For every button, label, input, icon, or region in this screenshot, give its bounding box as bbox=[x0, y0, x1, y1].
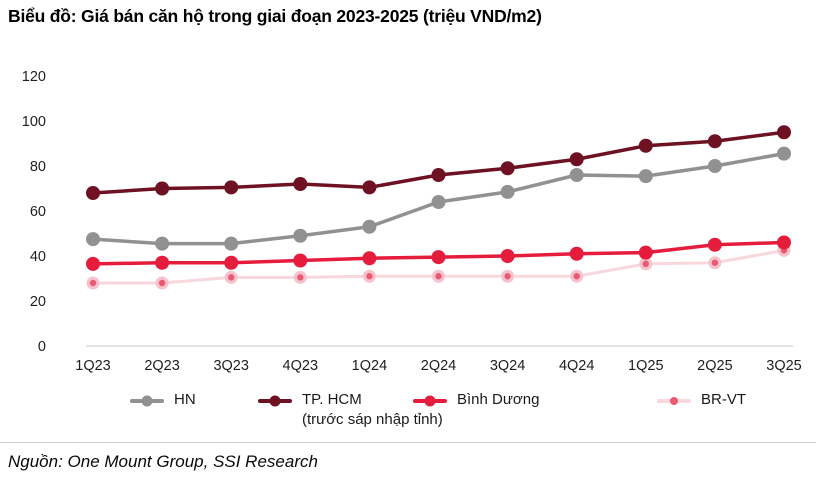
svg-text:4Q24: 4Q24 bbox=[559, 358, 594, 374]
chart-legend: HN TP. HCM (trước sáp nhập tỉnh) Bình Dư… bbox=[0, 390, 816, 436]
svg-text:2Q25: 2Q25 bbox=[697, 358, 732, 374]
legend-label-hn: HN bbox=[174, 391, 196, 408]
svg-text:1Q24: 1Q24 bbox=[352, 358, 387, 374]
svg-text:2Q23: 2Q23 bbox=[144, 358, 179, 374]
legend-marker-hcm-icon bbox=[258, 395, 292, 407]
legend-item-hcm: TP. HCM (trước sáp nhập tỉnh) bbox=[258, 390, 443, 430]
source-text: Nguồn: One Mount Group, SSI Research bbox=[8, 452, 318, 471]
legend-label-hcm-line2: (trước sáp nhập tỉnh) bbox=[302, 411, 443, 428]
svg-text:0: 0 bbox=[38, 339, 46, 355]
svg-text:3Q25: 3Q25 bbox=[766, 358, 801, 374]
svg-text:80: 80 bbox=[30, 159, 46, 175]
source-divider bbox=[0, 442, 816, 443]
chart-title: Biểu đồ: Giá bán căn hộ trong giai đoạn … bbox=[8, 6, 542, 26]
svg-text:20: 20 bbox=[30, 294, 46, 310]
svg-text:2Q24: 2Q24 bbox=[421, 358, 456, 374]
legend-item-hn: HN bbox=[130, 390, 196, 410]
line-chart: 0 20 40 60 80 100 120 1Q23 2Q23 3Q23 4Q23 1Q24 2Q24 3… bbox=[22, 69, 802, 374]
svg-text:60: 60 bbox=[30, 204, 46, 220]
legend-label-binh-duong: Bình Dương bbox=[457, 391, 540, 408]
legend-label-hcm: TP. HCM (trước sáp nhập tỉnh) bbox=[302, 390, 443, 430]
legend-item-binh-duong: Bình Dương bbox=[413, 390, 539, 410]
svg-text:120: 120 bbox=[22, 69, 46, 85]
svg-text:4Q23: 4Q23 bbox=[283, 358, 318, 374]
svg-text:100: 100 bbox=[22, 114, 46, 130]
svg-text:40: 40 bbox=[30, 249, 46, 265]
legend-label-hcm-line1: TP. HCM bbox=[302, 391, 362, 408]
legend-label-brvt: BR-VT bbox=[701, 391, 746, 408]
legend-item-brvt: BR-VT bbox=[657, 390, 746, 410]
svg-text:1Q25: 1Q25 bbox=[628, 358, 663, 374]
legend-marker-hn-icon bbox=[130, 395, 164, 407]
legend-marker-binh-duong-icon bbox=[413, 395, 447, 407]
svg-text:3Q24: 3Q24 bbox=[490, 358, 525, 374]
legend-marker-brvt-icon bbox=[657, 396, 691, 405]
svg-text:1Q23: 1Q23 bbox=[75, 358, 110, 374]
svg-text:3Q23: 3Q23 bbox=[213, 358, 248, 374]
